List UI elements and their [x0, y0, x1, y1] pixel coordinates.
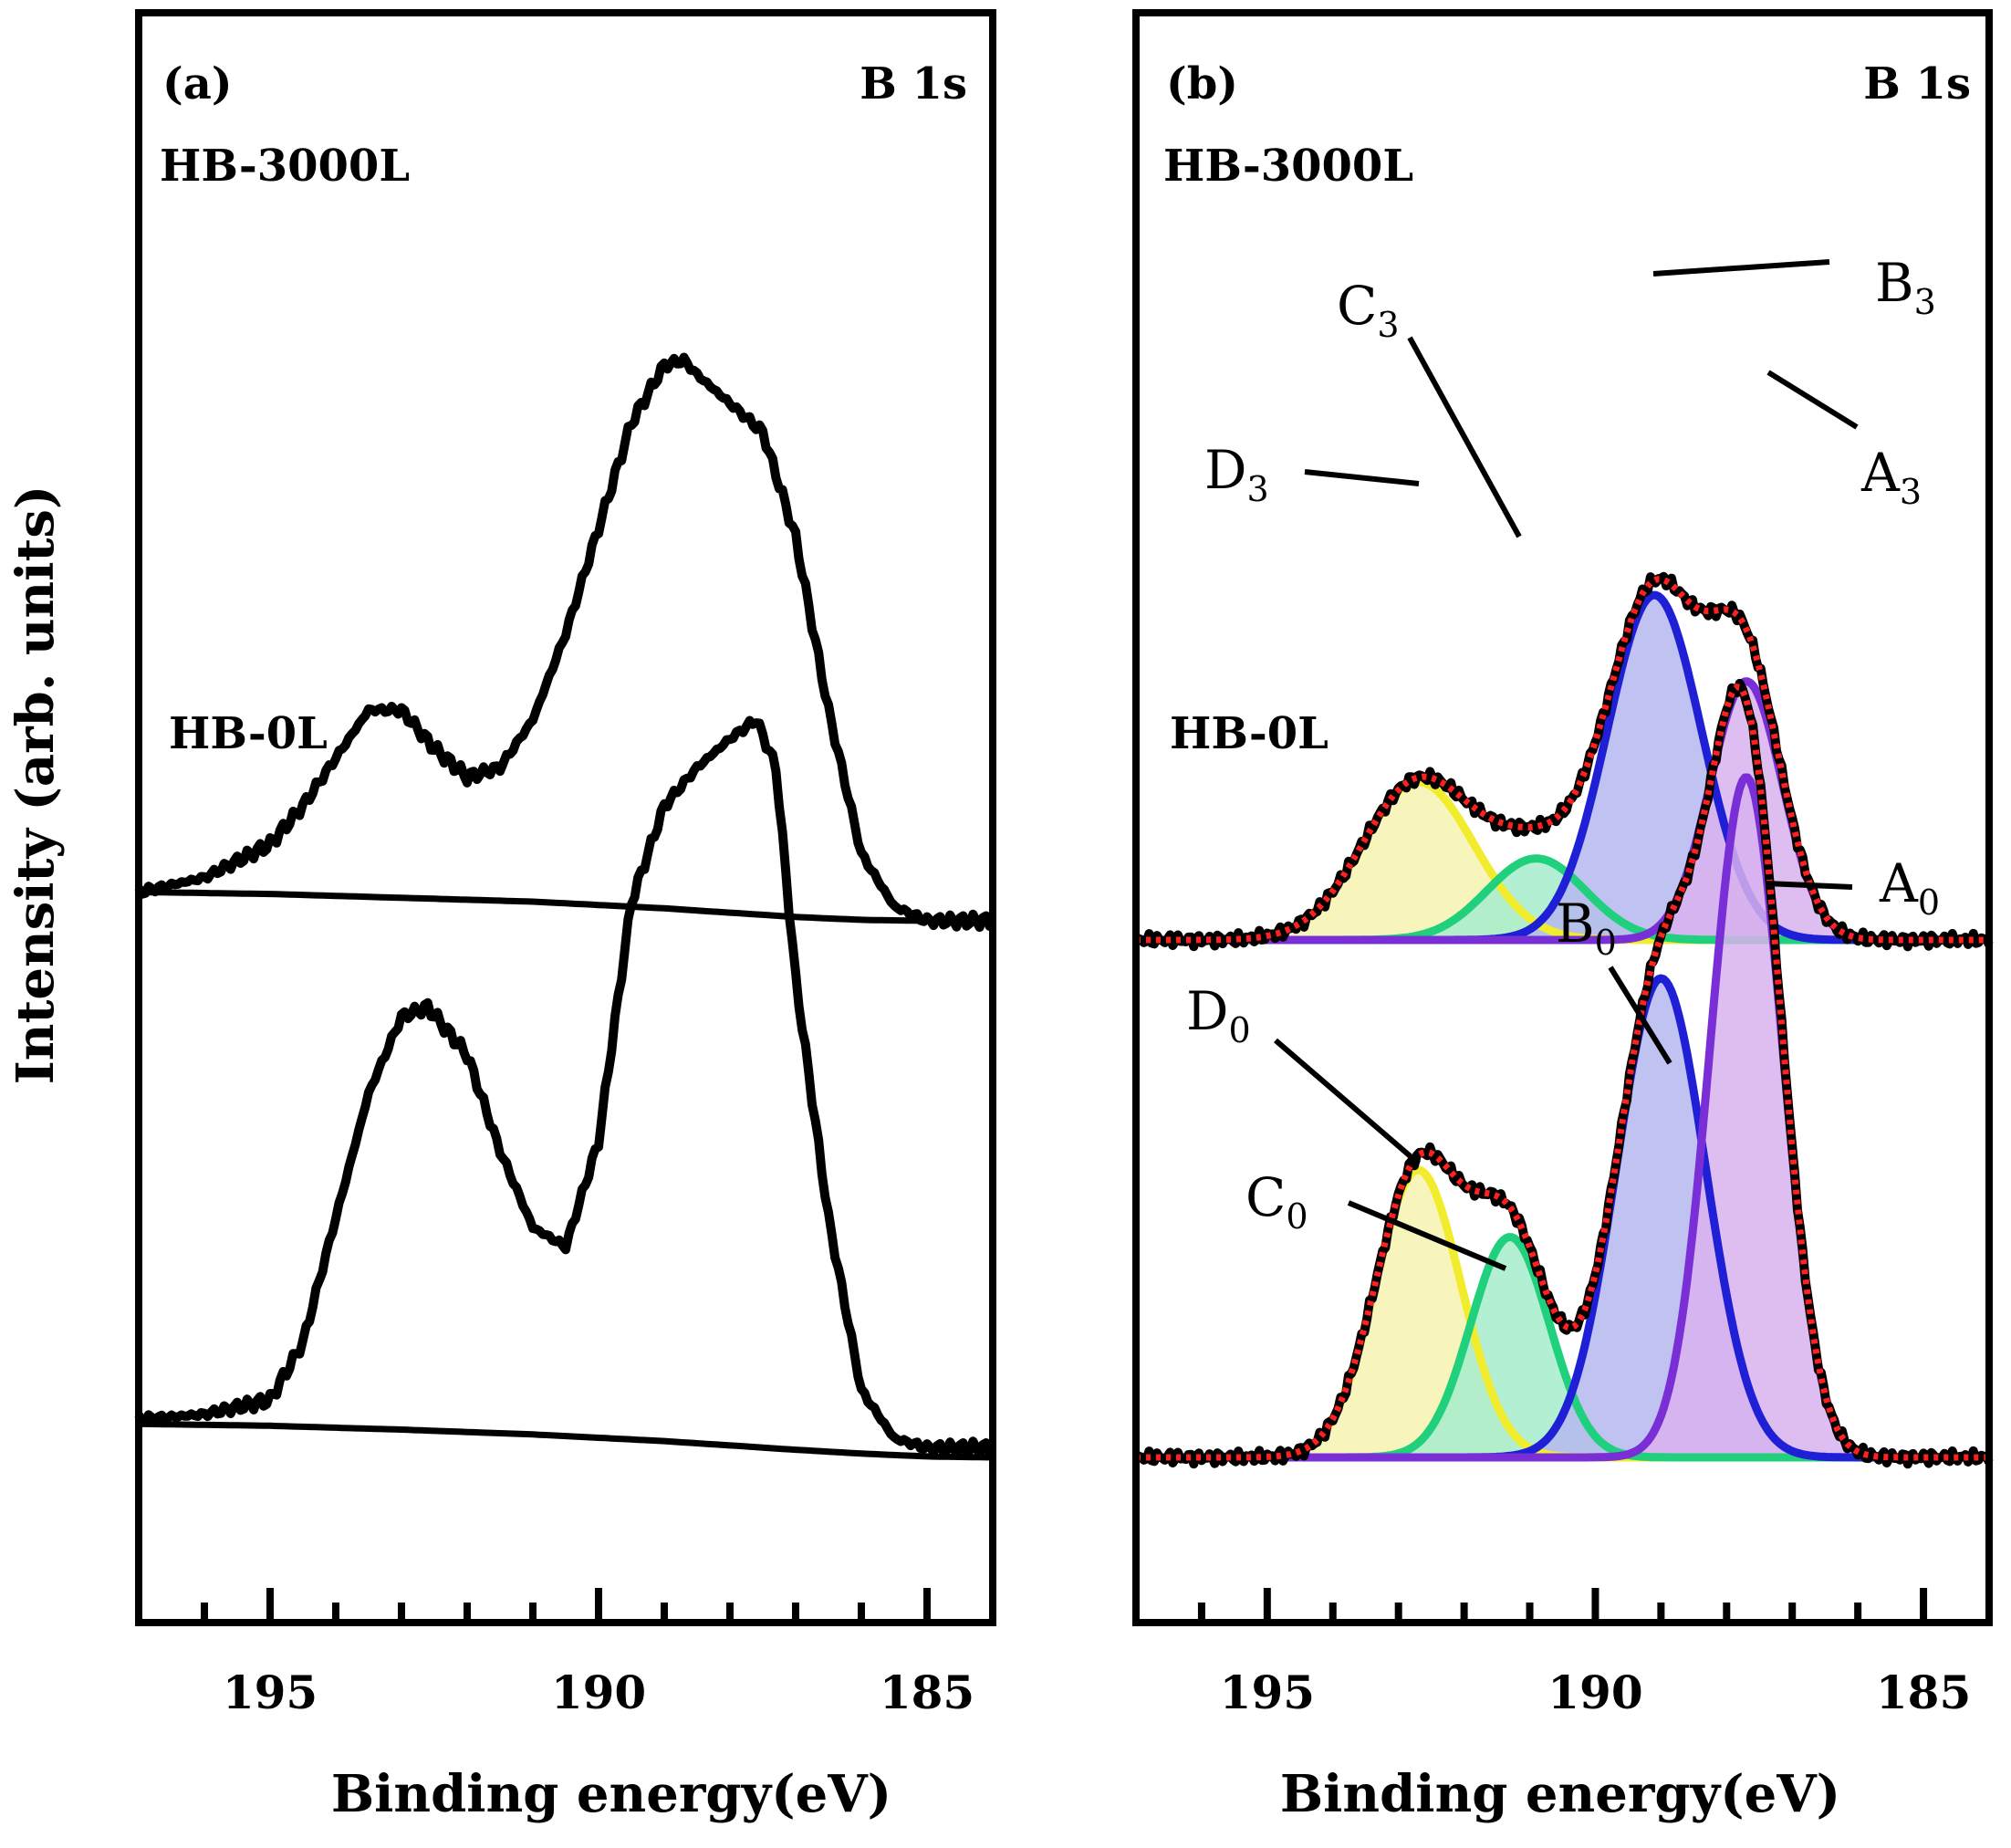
- leader-line-A3: [1766, 370, 1859, 430]
- leader-line-C0: [1347, 1200, 1507, 1271]
- label-text: C: [1337, 275, 1377, 337]
- peak-label-B0: B0: [1556, 893, 1672, 1065]
- leader-line-D3: [1304, 469, 1420, 486]
- leader-line-D0: [1274, 1038, 1421, 1166]
- panel-b-spectrum-label-bottom: HB-0L: [1170, 708, 1329, 759]
- svg-text:A0: A0: [1879, 852, 1940, 923]
- label-subscript: 3: [1914, 282, 1936, 322]
- x-tick-label: 185: [880, 1665, 974, 1719]
- label-subscript: 0: [1229, 1010, 1251, 1050]
- label-text: A: [1860, 442, 1901, 504]
- label-subscript: 3: [1247, 469, 1269, 509]
- svg-text:C0: C0: [1245, 1166, 1308, 1237]
- leader-line-B0: [1608, 966, 1672, 1065]
- label-text: D: [1204, 439, 1247, 501]
- panel-a-spectrum-label-bottom: HB-0L: [169, 708, 328, 759]
- leader-line-A0: [1765, 881, 1853, 890]
- component-fill-A0: [1136, 778, 1989, 1457]
- panel-b-xlabel: Binding energy(eV): [1280, 1764, 1840, 1824]
- svg-text:D3: D3: [1204, 439, 1269, 509]
- peak-label-C3: C3: [1337, 275, 1522, 538]
- panel-b-plot-area: [1133, 571, 1994, 1469]
- spectrum-line-0: [134, 352, 996, 933]
- label-subscript: 3: [1900, 472, 1922, 512]
- panel-a-title: B 1s: [860, 58, 967, 110]
- label-text: A: [1879, 852, 1919, 914]
- label-subscript: 0: [1286, 1196, 1308, 1237]
- panel-a-xlabel: Binding energy(eV): [331, 1764, 891, 1824]
- panel-a-ticks: 195 190 185: [135, 1588, 996, 1719]
- peak-label-A3: A3: [1766, 370, 1922, 512]
- x-tick-label: 195: [1220, 1665, 1315, 1719]
- panel-a-frame: [135, 9, 996, 1626]
- panel-b-frame: [1132, 9, 1993, 1626]
- y-axis-label: Intensity (arb. units): [5, 485, 66, 1085]
- peak-label-D3: D3: [1204, 439, 1420, 509]
- label-subscript: 3: [1377, 305, 1399, 345]
- label-text: B: [1556, 893, 1595, 955]
- label-text: B: [1875, 252, 1914, 314]
- leader-line-B3: [1652, 259, 1830, 277]
- panel-b-ticks: 195 190 185: [1132, 1588, 1993, 1719]
- svg-text:A3: A3: [1860, 442, 1922, 512]
- leader-line-C3: [1407, 336, 1522, 538]
- svg-text:B0: B0: [1556, 893, 1617, 963]
- x-tick-label: 185: [1876, 1665, 1971, 1719]
- panel-a-spectrum-label-top: HB-3000L: [160, 141, 410, 192]
- measured-line-1: [1133, 678, 1994, 1469]
- peak-label-A0: A0: [1765, 852, 1940, 923]
- background-line-0: [138, 889, 993, 924]
- x-tick-label: 195: [223, 1665, 318, 1719]
- component-line-B3: [1134, 590, 1991, 945]
- panel-a: 195 190 185 (a) B 1s HB-3000L HB-0L Bindin…: [134, 9, 996, 1824]
- label-text: C: [1245, 1166, 1286, 1228]
- label-subscript: 0: [1918, 882, 1940, 923]
- component-fill-A3: [1136, 681, 1989, 940]
- component-fill-D3: [1136, 781, 1989, 940]
- svg-text:B3: B3: [1875, 252, 1936, 322]
- peak-label-D0: D0: [1186, 980, 1421, 1166]
- x-tick-label: 190: [1547, 1665, 1642, 1719]
- fit-line-1: [1136, 684, 1989, 1461]
- panel-b-title: B 1s: [1863, 58, 1971, 110]
- peak-label-B3: B3: [1652, 252, 1936, 322]
- peak-label-C0: C0: [1245, 1166, 1507, 1271]
- panel-a-letter: (a): [162, 58, 233, 110]
- x-tick-label: 190: [551, 1665, 646, 1719]
- panel-a-plot-area: [134, 352, 996, 1461]
- background-line-1: [138, 1420, 994, 1461]
- panel-b: 195 190 185 (b) B 1s HB-3000L HB-0L Bindin…: [1132, 9, 1994, 1824]
- svg-text:C3: C3: [1337, 275, 1400, 345]
- label-subscript: 0: [1595, 923, 1617, 963]
- panel-b-spectrum-label-top: HB-3000L: [1163, 141, 1413, 192]
- label-text: D: [1186, 980, 1229, 1042]
- fit-line-0: [1136, 576, 1989, 944]
- spectrum-line-1: [134, 715, 996, 1459]
- panel-b-letter: (b): [1166, 58, 1238, 110]
- svg-text:D0: D0: [1186, 980, 1251, 1050]
